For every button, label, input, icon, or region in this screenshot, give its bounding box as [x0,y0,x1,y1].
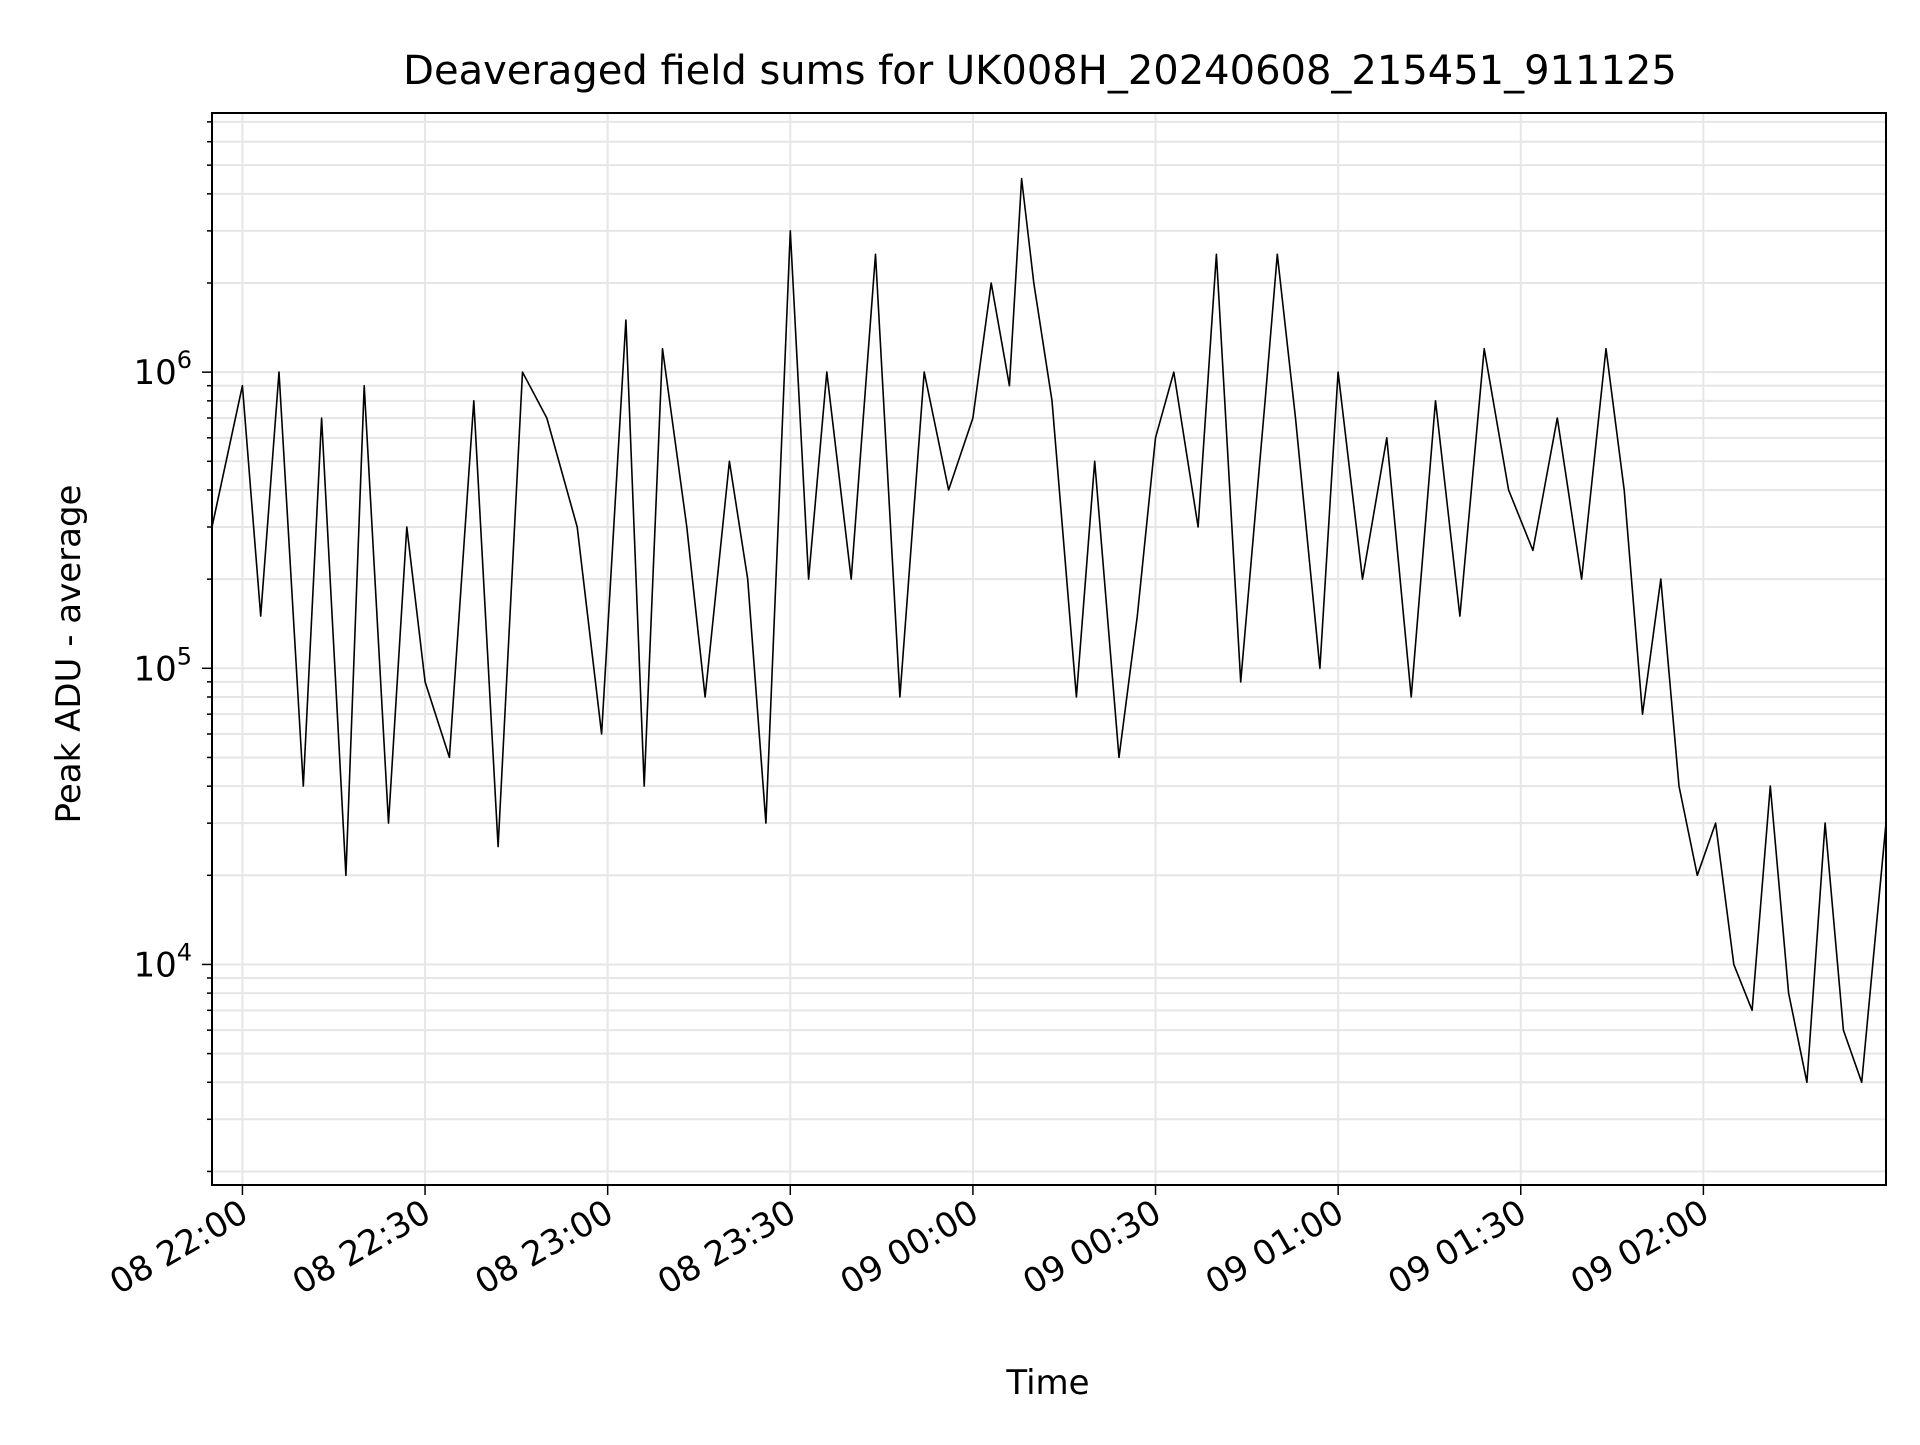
plot-frame [211,112,1887,1186]
series-line [211,177,1887,1084]
y-tick-label: 104 [133,938,192,985]
y-axis-label: Peak ADU - average [49,485,89,824]
grid [212,113,1886,1185]
y-tick-label: 105 [133,642,192,689]
y-tick-label: 106 [133,346,192,393]
series-layer [211,177,1887,1084]
chart-title: Deaveraged field sums for UK008H_2024060… [403,48,1677,94]
x-axis-label: Time [1005,1363,1089,1403]
